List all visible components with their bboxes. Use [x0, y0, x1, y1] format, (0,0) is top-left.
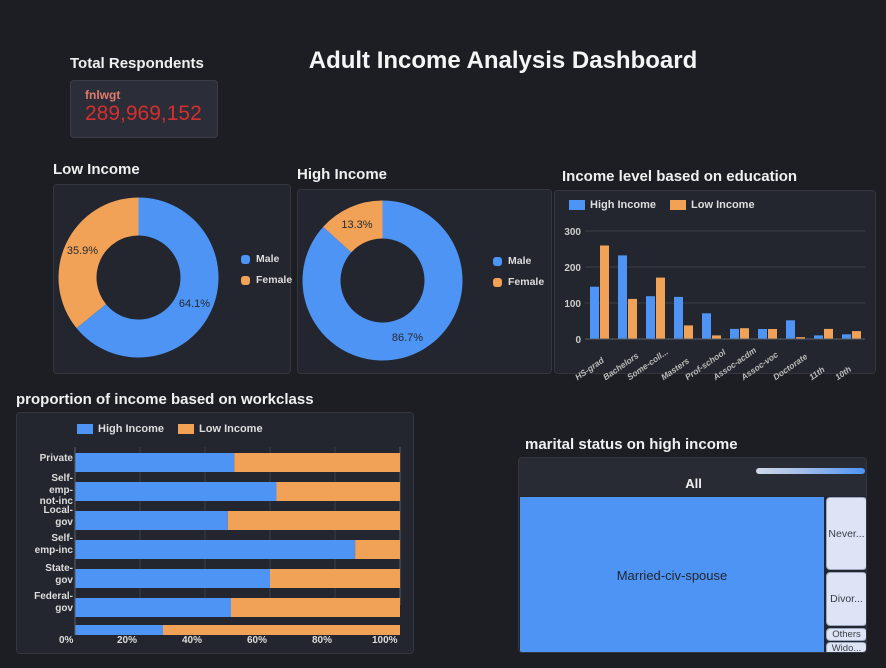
svg-text:300: 300: [564, 227, 581, 238]
svg-text:200: 200: [564, 263, 581, 274]
svg-text:35.9%: 35.9%: [67, 245, 98, 257]
svg-text:0: 0: [575, 335, 581, 346]
svg-text:100: 100: [564, 299, 581, 310]
svg-text:86.7%: 86.7%: [392, 332, 423, 344]
svg-text:64.1%: 64.1%: [179, 298, 210, 310]
svg-text:13.3%: 13.3%: [341, 219, 372, 231]
